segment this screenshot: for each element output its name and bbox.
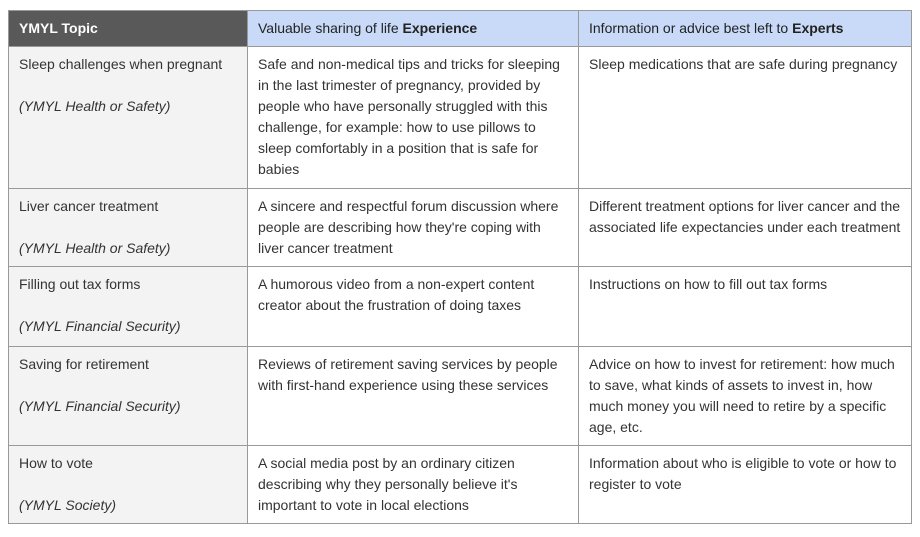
topic-spacer	[19, 75, 237, 96]
table-row: Filling out tax forms (YMYL Financial Se…	[8, 266, 912, 347]
table-row: Saving for retirement (YMYL Financial Se…	[8, 346, 912, 446]
topic-name: Sleep challenges when pregnant	[19, 56, 223, 72]
experience-cell: A sincere and respectful forum discussio…	[247, 188, 579, 267]
header-row: YMYL Topic Valuable sharing of life Expe…	[8, 10, 912, 47]
experience-cell: Safe and non-medical tips and tricks for…	[247, 46, 579, 189]
topic-cell: How to vote (YMYL Society)	[8, 445, 248, 524]
header-experts-bold: Experts	[792, 20, 844, 36]
topic-spacer	[19, 375, 237, 396]
topic-spacer	[19, 474, 237, 495]
experts-cell: Sleep medications that are safe during p…	[578, 46, 912, 189]
topic-name: Saving for retirement	[19, 356, 149, 372]
topic-category: (YMYL Health or Safety)	[19, 98, 171, 114]
table-row: How to vote (YMYL Society) A social medi…	[8, 445, 912, 524]
topic-name: Liver cancer treatment	[19, 198, 159, 214]
header-experience-text: Valuable sharing of life	[258, 20, 403, 36]
experts-cell: Information about who is eligible to vot…	[578, 445, 912, 524]
experts-cell: Instructions on how to fill out tax form…	[578, 266, 912, 347]
topic-cell: Sleep challenges when pregnant (YMYL Hea…	[8, 46, 248, 189]
experience-cell: A humorous video from a non-expert conte…	[247, 266, 579, 347]
table-row: Liver cancer treatment (YMYL Health or S…	[8, 188, 912, 267]
topic-category: (YMYL Financial Security)	[19, 398, 181, 414]
experience-cell: A social media post by an ordinary citiz…	[247, 445, 579, 524]
ymyl-examples-table-container: YMYL Topic Valuable sharing of life Expe…	[8, 10, 912, 524]
experts-cell: Advice on how to invest for retirement: …	[578, 346, 912, 446]
topic-cell: Saving for retirement (YMYL Financial Se…	[8, 346, 248, 446]
table-row: Sleep challenges when pregnant (YMYL Hea…	[8, 46, 912, 189]
experts-cell: Different treatment options for liver ca…	[578, 188, 912, 267]
topic-category: (YMYL Society)	[19, 497, 116, 513]
topic-category: (YMYL Financial Security)	[19, 318, 181, 334]
topic-category: (YMYL Health or Safety)	[19, 240, 171, 256]
topic-spacer	[19, 295, 237, 316]
header-experts-text: Information or advice best left to	[589, 20, 793, 36]
ymyl-examples-table: YMYL Topic Valuable sharing of life Expe…	[8, 10, 912, 524]
topic-name: How to vote	[19, 455, 93, 471]
experience-cell: Reviews of retirement saving services by…	[247, 346, 579, 446]
topic-cell: Filling out tax forms (YMYL Financial Se…	[8, 266, 248, 347]
header-experts: Information or advice best left to Exper…	[578, 10, 912, 47]
topic-name: Filling out tax forms	[19, 276, 141, 292]
header-ymyl-topic: YMYL Topic	[8, 10, 248, 47]
header-experience: Valuable sharing of life Experience	[247, 10, 579, 47]
topic-spacer	[19, 217, 237, 238]
header-experience-bold: Experience	[402, 20, 478, 36]
topic-cell: Liver cancer treatment (YMYL Health or S…	[8, 188, 248, 267]
